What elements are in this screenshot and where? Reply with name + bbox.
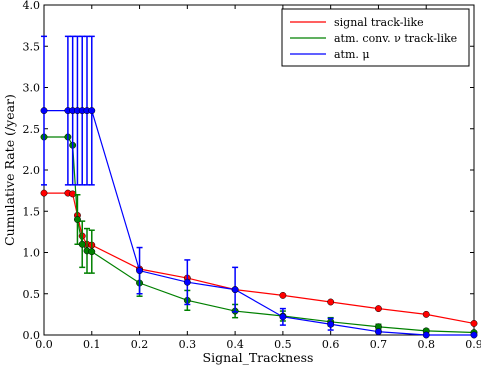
data-point [422,310,430,318]
x-tick-label: 0.7 [370,338,388,351]
data-point [327,320,335,328]
data-point [40,107,48,115]
data-point [88,248,96,256]
data-point [78,240,86,248]
data-point [231,286,239,294]
x-tick-label: 0.3 [179,338,197,351]
y-tick-label: 3.5 [23,40,41,53]
series-layer [40,35,478,339]
y-tick-label: 1.5 [23,205,41,218]
y-tick-label: 0.0 [23,329,41,342]
y-axis-label: Cumulative Rate (/year) [2,94,17,246]
legend-label-atm-nu: atm. conv. ν track-like [334,32,457,45]
x-tick-label: 0.1 [83,338,101,351]
x-axis-label: Signal_Trackness [203,350,314,365]
series-line [44,109,474,336]
legend-label-signal: signal track-like [334,16,424,29]
data-point [279,313,287,321]
data-point [374,305,382,313]
series-0 [40,189,478,327]
x-tick-label: 0.6 [322,338,340,351]
data-point [88,107,96,115]
y-tick-label: 0.5 [23,288,41,301]
legend-label-atm-mu: atm. μ [334,48,370,61]
axis-ticks: 0.0 0.1 0.2 0.3 0.4 0.5 0.6 0.7 0.8 0.9 0.0 0.5 1.0 1… [23,0,481,351]
data-point [40,189,48,197]
y-tick-label: 1.0 [23,247,41,260]
y-tick-label: 2.0 [23,164,41,177]
x-tick-label: 0.5 [274,338,292,351]
data-point [422,331,430,339]
data-point [374,328,382,336]
y-tick-label: 3.0 [23,82,41,95]
data-point [69,190,77,198]
series-1 [40,133,478,336]
legend: signal track-like atm. conv. ν track-lik… [281,8,470,67]
y-tick-label: 4.0 [23,0,41,12]
data-point [470,331,478,339]
x-tick-label: 0.0 [35,338,53,351]
data-point [279,291,287,299]
data-point [73,216,81,223]
data-point [327,298,335,306]
x-tick-label: 0.2 [131,338,149,351]
x-tick-label: 0.9 [465,338,481,351]
y-tick-label: 2.5 [23,123,41,136]
data-point [470,320,478,327]
x-tick-label: 0.8 [417,338,435,351]
data-point [136,267,144,275]
x-tick-label: 0.4 [226,338,244,351]
data-point [183,278,191,286]
series-2 [40,35,478,339]
